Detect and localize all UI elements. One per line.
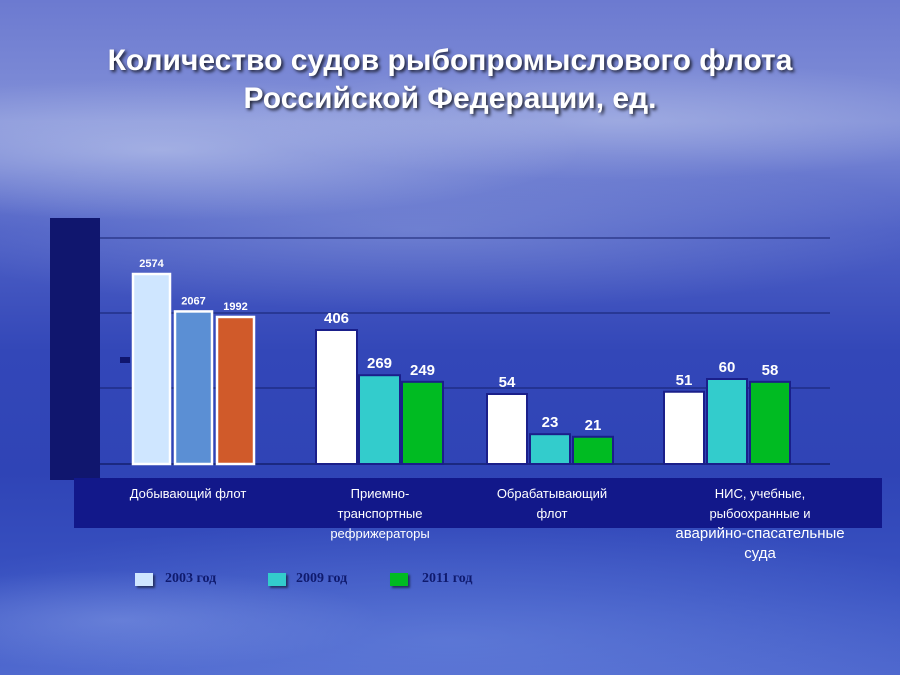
category-label-transport-refrigerators: Приемно- транспортные рефрижераторы <box>330 486 430 541</box>
bar-group2-2011 <box>401 380 444 466</box>
legend-label-2011: 2011 год <box>422 571 473 586</box>
title-line-1: Количество судов рыбопромыслового флота <box>107 44 793 77</box>
data-label-group4-2009: 60 <box>719 359 736 376</box>
legend-label-2009: 2009 год <box>296 571 348 586</box>
axis-panel <box>50 218 100 480</box>
bar-group1-2011 <box>215 315 256 466</box>
bar-group1-2003 <box>131 272 172 466</box>
data-label-group3-2003: 54 <box>499 374 516 391</box>
data-label-group1-2003: 2574 <box>139 258 164 270</box>
chart-title: Количество судов рыбопромыслового флота … <box>0 42 900 118</box>
legend-swatch-2003 <box>135 573 153 586</box>
bar-group1-2009 <box>173 310 214 466</box>
legend-swatch-2009 <box>268 573 286 586</box>
category-label-processing-fleet: Обрабатывающий флот <box>496 486 608 521</box>
category-label-research-vessels: НИС, учебные, рыбоохранные и аварийно-сп… <box>675 486 845 562</box>
data-label-group2-2009: 269 <box>367 355 392 372</box>
data-label-group3-2009: 23 <box>542 414 559 431</box>
category-label-fishing-fleet: Добывающий флот <box>129 486 247 501</box>
legend-swatch-2011 <box>390 573 408 586</box>
bar-group3-2011 <box>572 435 614 465</box>
data-label-group4-2011: 58 <box>762 362 779 379</box>
legend-label-2003: 2003 год <box>165 571 217 586</box>
bar-group3-2009 <box>529 433 571 465</box>
data-label-group2-2003: 406 <box>324 310 349 327</box>
axis-tick <box>120 357 130 363</box>
data-label-group1-2009: 2067 <box>181 295 205 307</box>
bar-group2-2003 <box>315 329 358 465</box>
data-label-group1-2011: 1992 <box>223 301 247 313</box>
bar-group4-2003 <box>663 390 705 465</box>
title-line-2: Российской Федерации, ед. <box>243 82 657 115</box>
category-band <box>74 478 882 528</box>
bar-group4-2009 <box>706 378 748 465</box>
data-label-group4-2003: 51 <box>676 372 693 389</box>
data-label-group3-2011: 21 <box>585 417 602 434</box>
data-label-group2-2011: 249 <box>410 362 435 379</box>
bar-group4-2011 <box>749 380 791 466</box>
bar-group2-2009 <box>358 374 401 465</box>
bar-group3-2003 <box>486 393 528 465</box>
